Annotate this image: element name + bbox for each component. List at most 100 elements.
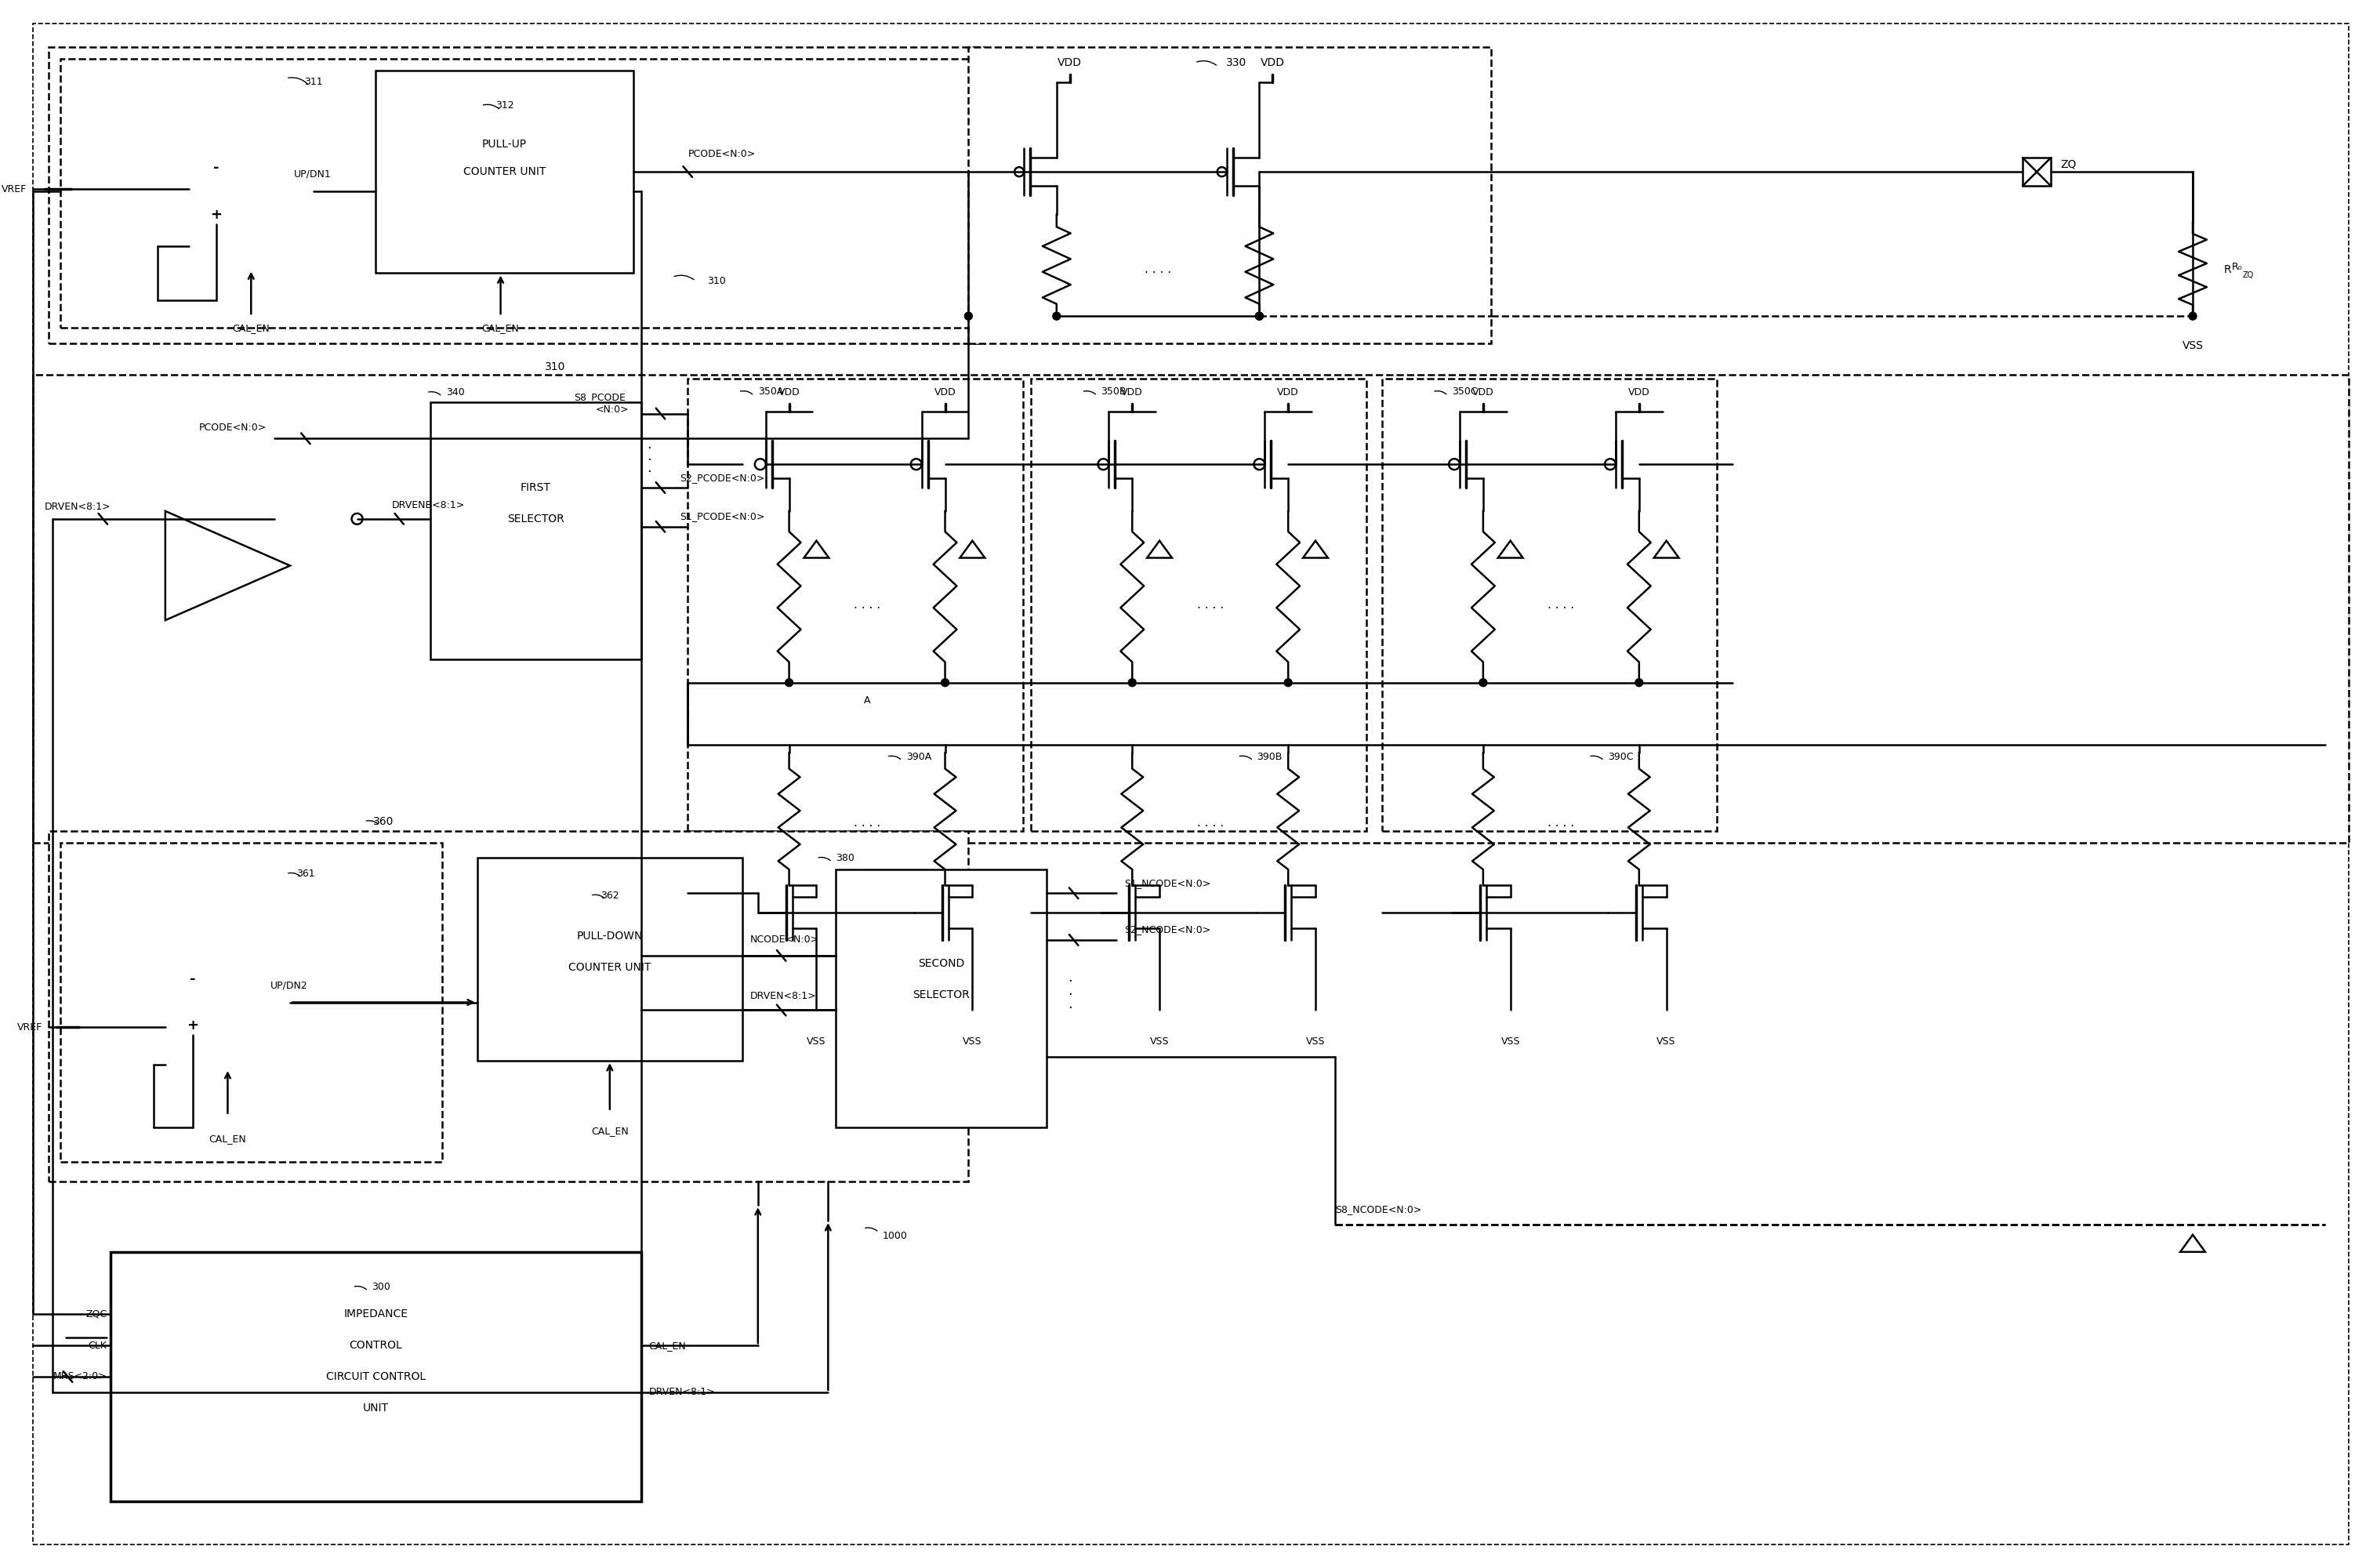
Text: 361: 361 (297, 869, 316, 878)
Text: DRVENB<8:1>: DRVENB<8:1> (392, 500, 465, 511)
Text: CIRCUIT CONTROL: CIRCUIT CONTROL (325, 1370, 425, 1381)
Circle shape (963, 312, 973, 320)
Text: PCODE<N:0>: PCODE<N:0> (199, 422, 266, 433)
Text: S2_NCODE<N:0>: S2_NCODE<N:0> (1125, 925, 1210, 935)
Text: -: - (190, 972, 195, 986)
Text: 390B: 390B (1258, 751, 1281, 762)
Text: NCODE<N:0>: NCODE<N:0> (750, 935, 819, 946)
Circle shape (942, 679, 949, 687)
Text: DRVEN<8:1>: DRVEN<8:1> (750, 991, 816, 1002)
Bar (430, 401, 641, 659)
Text: SECOND: SECOND (918, 958, 963, 969)
Text: +: + (187, 1019, 199, 1033)
Bar (1381, 378, 1718, 831)
Text: +: + (211, 207, 221, 221)
Text: CAL_EN: CAL_EN (591, 1126, 629, 1137)
Text: CAL_EN: CAL_EN (648, 1341, 686, 1350)
Text: CONTROL: CONTROL (349, 1341, 403, 1352)
Text: .: . (645, 450, 650, 464)
Bar (375, 71, 634, 273)
Text: 350B: 350B (1101, 387, 1127, 397)
Text: DRVEN<8:1>: DRVEN<8:1> (648, 1388, 714, 1397)
Circle shape (1478, 679, 1488, 687)
Text: 1000: 1000 (883, 1231, 909, 1242)
Text: R: R (2224, 263, 2231, 274)
Text: VREF: VREF (17, 1022, 43, 1032)
Text: 350A: 350A (757, 387, 783, 397)
Text: .: . (1068, 997, 1073, 1011)
Text: S1_NCODE<N:0>: S1_NCODE<N:0> (1125, 878, 1210, 887)
Circle shape (2188, 312, 2197, 320)
Circle shape (1054, 312, 1061, 320)
Text: UP/DN1: UP/DN1 (294, 169, 332, 179)
Text: VDD: VDD (1122, 387, 1144, 398)
Text: ZQ: ZQ (2242, 271, 2254, 279)
Text: IMPEDANCE: IMPEDANCE (344, 1309, 408, 1320)
Text: VSS: VSS (2183, 340, 2202, 351)
Text: 340: 340 (446, 387, 465, 398)
Text: VDD: VDD (1277, 387, 1298, 398)
Text: 310: 310 (546, 361, 565, 372)
Text: 312: 312 (496, 100, 515, 111)
Text: S8_NCODE<N:0>: S8_NCODE<N:0> (1336, 1204, 1421, 1214)
Text: MRS<2:0>: MRS<2:0> (52, 1372, 107, 1381)
Bar (1030, 378, 1367, 831)
Text: 300: 300 (373, 1283, 392, 1292)
Text: CLK: CLK (88, 1341, 107, 1350)
Bar (47, 831, 968, 1182)
Text: . . . .: . . . . (1196, 817, 1224, 829)
Circle shape (1255, 312, 1262, 320)
Text: 390A: 390A (906, 751, 930, 762)
Text: PULL-UP: PULL-UP (482, 140, 527, 151)
Circle shape (1255, 312, 1262, 320)
Text: R₀: R₀ (2231, 262, 2242, 273)
Text: . . . .: . . . . (854, 599, 880, 610)
Text: PULL-DOWN: PULL-DOWN (577, 930, 643, 941)
Text: COUNTER UNIT: COUNTER UNIT (570, 961, 650, 972)
Text: S8_PCODE: S8_PCODE (574, 392, 626, 403)
Text: 390C: 390C (1609, 751, 1633, 762)
Bar (968, 47, 1490, 343)
Text: UNIT: UNIT (363, 1402, 389, 1413)
Text: VDD: VDD (1471, 387, 1495, 398)
Text: .: . (1068, 983, 1073, 997)
Bar (112, 1251, 641, 1502)
Text: ZQ: ZQ (2060, 158, 2076, 169)
Text: 350C: 350C (1452, 387, 1478, 397)
Text: 362: 362 (600, 891, 619, 900)
Text: CAL_EN: CAL_EN (233, 323, 271, 332)
Bar (33, 375, 2349, 842)
Text: PCODE<N:0>: PCODE<N:0> (688, 149, 755, 158)
Text: VDD: VDD (1058, 56, 1082, 67)
Text: 380: 380 (835, 853, 854, 862)
Text: .: . (645, 461, 650, 475)
Text: COUNTER UNIT: COUNTER UNIT (463, 166, 546, 177)
Bar (59, 842, 441, 1162)
Text: CAL_EN: CAL_EN (209, 1134, 247, 1145)
Text: S1_PCODE<N:0>: S1_PCODE<N:0> (681, 511, 764, 522)
Text: SELECTOR: SELECTOR (914, 989, 971, 1000)
Text: SELECTOR: SELECTOR (508, 513, 565, 524)
Text: 330: 330 (1227, 56, 1246, 67)
Text: VDD: VDD (1260, 56, 1284, 67)
Text: VSS: VSS (1656, 1036, 1675, 1046)
Text: -: - (214, 162, 218, 176)
Text: VDD: VDD (778, 387, 800, 398)
Text: DRVEN<8:1>: DRVEN<8:1> (45, 502, 112, 513)
Text: . . . .: . . . . (1144, 263, 1172, 276)
Text: VSS: VSS (1151, 1036, 1170, 1046)
Text: VSS: VSS (1305, 1036, 1324, 1046)
Text: . . . .: . . . . (854, 817, 880, 829)
Text: .: . (645, 437, 650, 452)
Bar (477, 858, 743, 1062)
Circle shape (1284, 679, 1291, 687)
Text: . . . .: . . . . (1547, 599, 1573, 610)
Text: VDD: VDD (1628, 387, 1649, 398)
Text: FIRST: FIRST (520, 483, 551, 494)
Text: 311: 311 (304, 77, 323, 88)
Circle shape (1635, 679, 1642, 687)
Text: VSS: VSS (807, 1036, 826, 1046)
Bar (835, 870, 1046, 1127)
Text: A: A (864, 696, 871, 706)
Text: . . . .: . . . . (1196, 599, 1224, 610)
